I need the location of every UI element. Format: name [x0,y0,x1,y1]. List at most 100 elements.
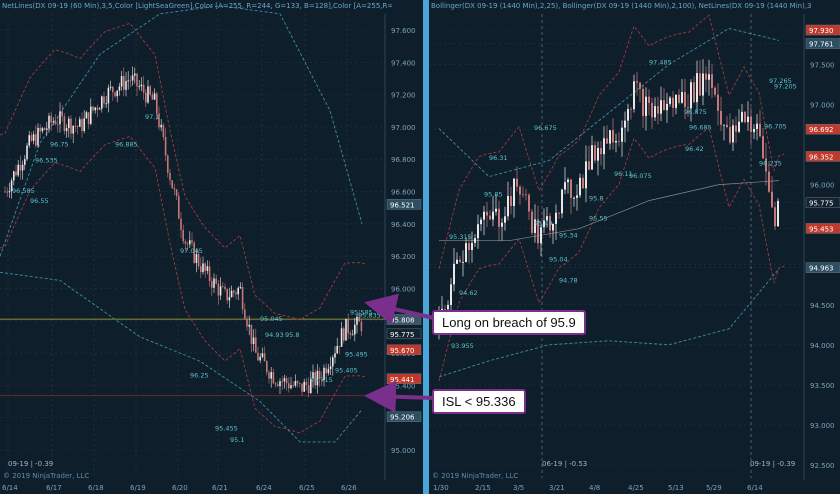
candle-body [702,73,704,96]
y-tick-label: 97.200 [391,92,416,100]
candle-body [202,263,204,273]
candle-body [696,73,698,103]
candle-body [678,94,680,103]
right-chart[interactable]: 97.930 97.761 97.500 97.000 96.692 96.352 96.0… [429,0,840,494]
candle-body [732,125,734,143]
price-tag-label: 95.206 [390,414,415,422]
candle-body [248,324,250,327]
candle-body [233,290,235,293]
pane-divider[interactable] [423,0,429,494]
candle-body [492,211,494,220]
candle-body [336,345,338,354]
candle-body [160,124,162,128]
y-tick-label: 97.000 [391,124,416,132]
candle-body [204,263,206,271]
candle-body [525,194,527,196]
x-tick-label: 6/14 [747,484,763,492]
candle-body [136,73,138,87]
left-chart[interactable]: 97.600 97.400 97.200 97.000 96.800 96.600 96.4… [0,0,423,494]
candle-body [96,107,99,110]
candle-body [263,353,266,362]
candle-body [68,118,70,129]
candle-body [310,378,312,394]
candle-body [213,278,215,288]
candle-body [546,216,548,221]
candle-body [579,177,581,196]
left-chart-header: NetLines(DX 09-19 (60 Min),3,5,Color [Li… [2,2,392,10]
net-level-label: 96.31 [489,154,508,162]
candle-body [316,370,319,386]
candle-body [543,220,545,228]
bollinger100-mid [438,180,780,242]
price-tag-label: 96.352 [809,153,834,161]
isl-callout: ISL < 95.336 [432,389,526,414]
x-tick-label: 6/14 [2,484,18,492]
candle-body [261,353,264,357]
candle-body [118,86,121,91]
candle-body [164,136,167,156]
net-level-label: 95.8 [589,195,603,203]
candle-body [200,266,202,273]
net-level-label: 96.535 [35,156,58,164]
candle-body [507,195,509,217]
y-tick-label: 96.400 [391,221,416,229]
price-tag [386,344,422,356]
candle-body [259,356,261,361]
candle-body [576,195,578,198]
net-level-label: 95.455 [215,425,238,433]
candle-body [193,242,195,263]
candle-body [72,125,74,134]
candle-body [241,287,244,310]
candle-body [15,171,17,176]
candle-body [606,138,608,144]
candle-body [666,103,668,111]
net-level-label: 95.835 [358,312,381,320]
long-callout: Long on breach of 95.9 [432,310,586,335]
candle-body [771,191,773,208]
candle-body [474,238,476,243]
candle-body [206,266,209,271]
candle-body [720,110,722,125]
candle-body [39,127,41,132]
candle-body [567,179,569,183]
bollinger100-upper [438,27,780,178]
price-tag [386,373,422,385]
candle-body [594,145,596,161]
x-tick-label: 3/21 [549,484,565,492]
candle-body [340,328,343,347]
candle-body [699,73,701,96]
net-level-label: 96.585 [12,187,35,195]
candle-body [660,100,662,114]
candle-body [296,381,299,384]
candle-body [750,116,752,133]
candle-body [85,112,88,119]
price-tag-label: 95.670 [390,347,415,355]
candle-body [723,124,725,126]
candle-body [312,372,314,379]
net-level-label: 94.62 [459,289,478,297]
candle-body [498,208,500,227]
candle-body [255,337,257,353]
candle-body [228,297,231,301]
x-tick-label: 3/5 [513,484,524,492]
candle-body [307,385,310,394]
candle-body [105,103,107,105]
candle-body [549,216,551,231]
candle-body [285,378,288,384]
candle-body [175,189,178,197]
net-level-label: 95.8 [285,331,299,339]
net-level-label: 96.685 [689,123,712,131]
x-tick-label: 5/29 [706,484,722,492]
candle-body [98,108,101,110]
candle-body [726,124,728,128]
candle-body [52,121,55,123]
net-level-label: 96.875 [684,108,707,116]
candle-body [657,106,659,114]
candle-body [690,82,692,109]
candle-body [756,123,758,130]
candle-body [235,292,237,295]
candle-body [462,262,464,263]
price-tag-label: 97.930 [809,27,834,35]
candle-body [114,92,116,97]
candle-body [768,171,770,192]
